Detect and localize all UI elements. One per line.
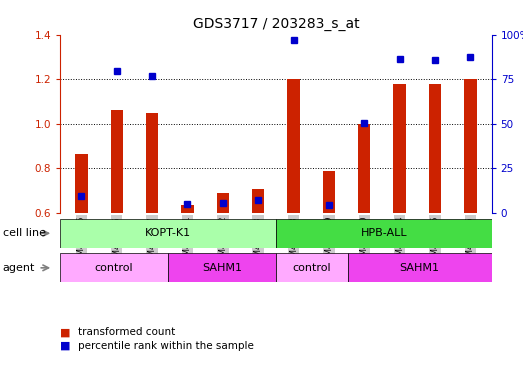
Bar: [60, 253, 168, 282]
Bar: [276, 219, 492, 248]
Bar: [110, 111, 123, 213]
Text: ■: ■: [60, 327, 71, 337]
Bar: [276, 253, 348, 282]
Bar: [168, 253, 276, 282]
Text: SAHM1: SAHM1: [400, 263, 440, 273]
Bar: [146, 113, 158, 213]
Text: control: control: [292, 263, 331, 273]
Text: HPB-ALL: HPB-ALL: [360, 228, 407, 238]
Text: percentile rank within the sample: percentile rank within the sample: [78, 341, 254, 351]
Text: transformed count: transformed count: [78, 327, 176, 337]
Text: agent: agent: [3, 263, 35, 273]
Bar: [348, 253, 492, 282]
Bar: [75, 154, 87, 213]
Bar: [393, 84, 406, 213]
Bar: [358, 124, 370, 213]
Title: GDS3717 / 203283_s_at: GDS3717 / 203283_s_at: [192, 17, 359, 31]
Text: SAHM1: SAHM1: [202, 263, 242, 273]
Bar: [464, 79, 476, 213]
Bar: [287, 79, 300, 213]
Bar: [181, 205, 194, 213]
Bar: [60, 219, 276, 248]
Bar: [252, 189, 265, 213]
Bar: [217, 193, 229, 213]
Bar: [429, 84, 441, 213]
Text: ■: ■: [60, 341, 71, 351]
Text: cell line: cell line: [3, 228, 46, 238]
Text: KOPT-K1: KOPT-K1: [145, 228, 191, 238]
Bar: [323, 171, 335, 213]
Text: control: control: [95, 263, 133, 273]
